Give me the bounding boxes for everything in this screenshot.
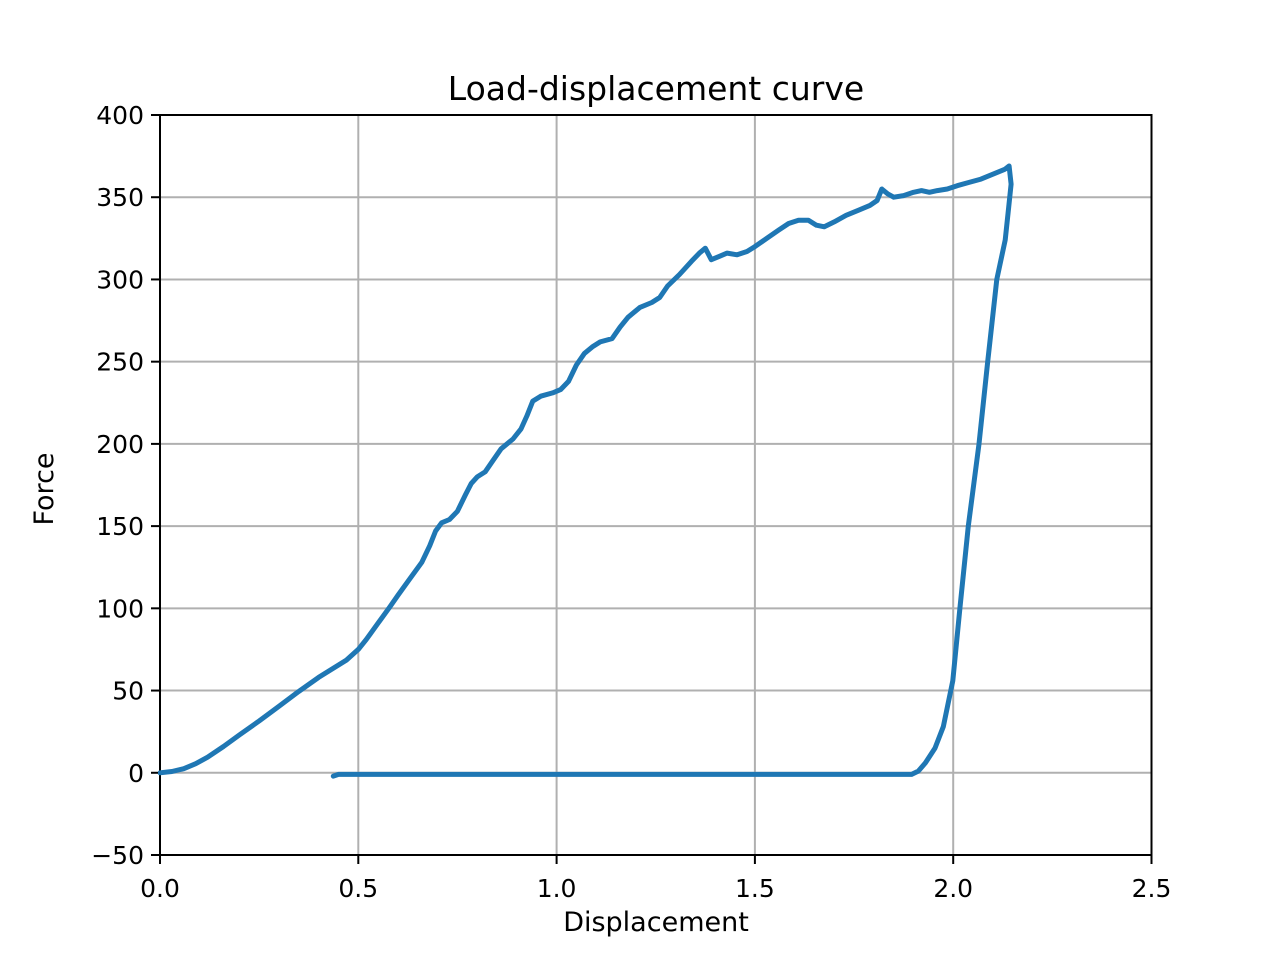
- y-tick-label-1: 0: [128, 759, 144, 788]
- x-tick-label-2: 1.0: [537, 874, 577, 903]
- y-tick-label-9: 400: [96, 101, 144, 130]
- y-tick-label-2: 50: [112, 677, 144, 706]
- x-tick-label-0: 0.0: [140, 874, 180, 903]
- curve-layer: [158, 163, 1014, 779]
- y-tick-label-6: 250: [96, 348, 144, 377]
- y-tick-label-0: −50: [91, 841, 144, 870]
- grid-layer: [159, 114, 1153, 856]
- curve-load-displacement: [158, 163, 1014, 779]
- x-tick-label-4: 2.0: [933, 874, 973, 903]
- y-tick-label-8: 350: [96, 183, 144, 212]
- x-tick-label-5: 2.5: [1132, 874, 1172, 903]
- y-tick-label-4: 150: [96, 512, 144, 541]
- y-tick-label-3: 100: [96, 594, 144, 623]
- x-axis-label: Displacement: [563, 907, 749, 938]
- x-tick-label-3: 1.5: [735, 874, 775, 903]
- axes-spines: [159, 114, 1153, 856]
- tick-layer: 0.0 0.5 1.0 1.5 2.0 2.5 −50 0 50 100 150 200 250 300 3…: [91, 101, 1171, 903]
- chart-title: Load-displacement curve: [448, 69, 864, 108]
- y-tick-label-5: 200: [96, 430, 144, 459]
- y-axis-label: Force: [29, 452, 60, 525]
- y-tick-label-7: 300: [96, 265, 144, 294]
- x-tick-label-1: 0.5: [338, 874, 378, 903]
